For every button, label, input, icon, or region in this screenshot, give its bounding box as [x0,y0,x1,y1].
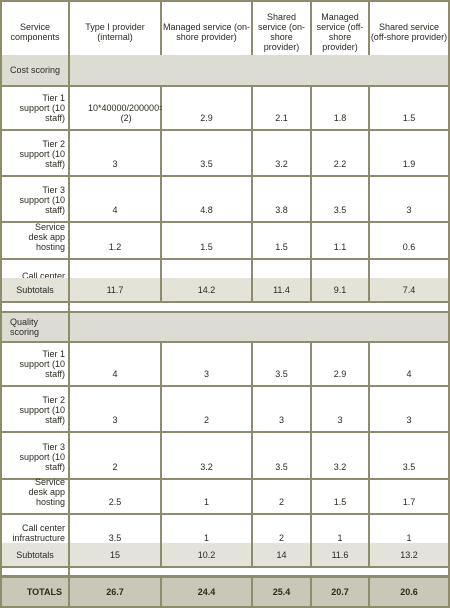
totals-row: TOTALS 26.7 24.4 25.4 20.7 20.6 [0,578,450,606]
subtotal-value: 13.2 [370,543,448,566]
subtotals-row-cost: Subtotals 11.7 14.2 11.4 9.1 7.4 [0,278,450,301]
total-value: 20.7 [312,578,368,606]
subtotal-value: 11.7 [70,278,160,301]
row-label: Tier 2 support (10 staff) [2,387,68,431]
subtotal-value: 11.6 [312,543,368,566]
row-label: Service desk app hosting [2,477,68,513]
cell-value: 3.2 [312,433,368,478]
cell-value: 2 [253,480,310,513]
header-row: Service components Type I provider (inte… [0,2,450,61]
cell-value: 3.5 [253,433,310,478]
cell-value: 3 [370,177,448,221]
cell-value: 3 [253,387,310,431]
cell-value: 1.5 [253,223,310,258]
table-row: Tier 2 support (10 staff) 3 3.5 3.2 2.2 1.9 [0,131,450,175]
total-value: 26.7 [70,578,160,606]
cell-value: 3.5 [253,343,310,385]
cell-value: 2 [162,387,251,431]
subtotals-label: Subtotals [2,278,68,301]
header-type1-provider: Type I provider (internal) [70,2,160,61]
cell-value: 3 [70,131,160,175]
subtotal-value: 9.1 [312,278,368,301]
table-row: Tier 3 support (10 staff) 2 3.2 3.5 3.2 3.5 [0,433,450,478]
cell-value: 3 [370,387,448,431]
section-band-fill [70,313,448,341]
subtotal-value: 15 [70,543,160,566]
section-band-fill [70,55,448,85]
total-value: 24.4 [162,578,251,606]
cell-value: 0.6 [370,223,448,258]
section-quality-scoring: Quality scoring [0,313,450,341]
spacer-row [0,568,450,575]
header-managed-offshore: Managed service (off-shore provider) [312,2,368,61]
cell-value: 3 [312,387,368,431]
section-label: Cost scoring [2,55,68,85]
cell-value: 4 [70,343,160,385]
cell-value: 2.9 [312,343,368,385]
cell-value: 1.2 [70,223,160,258]
cell-value: 4 [370,343,448,385]
cell-value: 4 [70,177,160,221]
totals-label: TOTALS [2,578,68,606]
subtotals-row-quality: Subtotals 15 10.2 14 11.6 13.2 [0,543,450,566]
header-service-components: Service components [2,2,68,61]
cell-value: 1.1 [312,223,368,258]
table-row: Tier 1 support (10 staff) 10*40000/200000… [0,87,450,129]
cell-value: 3.2 [162,433,251,478]
table-row: Service desk app hosting 2.5 1 2 1.5 1.7 [0,477,450,513]
cell-value: 3.5 [162,131,251,175]
subtotal-value: 14.2 [162,278,251,301]
header-managed-onshore: Managed service (on-shore provider) [162,2,251,61]
row-label: Service desk app hosting [2,222,68,258]
total-value: 25.4 [253,578,310,606]
subtotal-value: 7.4 [370,278,448,301]
cell-value: 1.5 [370,87,448,129]
subtotal-value: 14 [253,543,310,566]
cell-value: 1.7 [370,480,448,513]
cell-value: 3.8 [253,177,310,221]
subtotal-value: 10.2 [162,543,251,566]
total-value: 20.6 [370,578,448,606]
cell-value: 10*40000/200000=(2) [70,87,164,129]
cell-value: 3.5 [312,177,368,221]
spacer [70,303,448,311]
table-row: Tier 3 support (10 staff) 4 4.8 3.8 3.5 3 [0,177,450,221]
row-label: Tier 1 support (10 staff) [2,343,68,385]
table-row: Tier 1 support (10 staff) 4 3 3.5 2.9 4 [0,343,450,385]
cell-value: 3.2 [253,131,310,175]
cell-value: 2.9 [162,87,251,129]
cell-value: 4.8 [162,177,251,221]
table-row: Tier 2 support (10 staff) 3 2 3 3 3 [0,387,450,431]
row-label: Tier 3 support (10 staff) [2,433,68,478]
cell-value: 1 [162,480,251,513]
spacer-row [0,303,450,311]
cell-value: 3 [70,387,160,431]
cell-value: 3 [162,343,251,385]
cell-value: 2.2 [312,131,368,175]
table-row: Service desk app hosting 1.2 1.5 1.5 1.1 0.6 [0,222,450,258]
cell-value: 1.5 [312,480,368,513]
cell-value: 1.5 [162,223,251,258]
row-label: Tier 2 support (10 staff) [2,131,68,175]
spacer [2,303,68,311]
subtotals-label: Subtotals [2,543,68,566]
spacer [70,568,448,575]
cell-value: 2.1 [253,87,310,129]
header-shared-offshore: Shared service (off-shore provider) [370,2,448,61]
row-label: Tier 1 support (10 staff) [2,87,68,129]
header-shared-onshore: Shared service (on-shore provider) [253,2,310,61]
subtotal-value: 11.4 [253,278,310,301]
cell-value: 1.9 [370,131,448,175]
cell-value: 2 [70,433,160,478]
cell-value: 3.5 [370,433,448,478]
section-label: Quality scoring [2,313,68,341]
spacer [2,568,68,575]
cell-value: 1.8 [312,87,368,129]
section-cost-scoring: Cost scoring [0,55,450,85]
cell-value: 2.5 [70,480,160,513]
row-label: Tier 3 support (10 staff) [2,177,68,221]
